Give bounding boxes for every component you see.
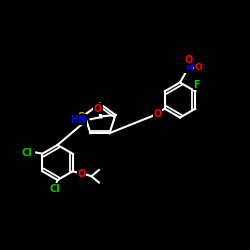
Text: O: O	[195, 63, 202, 72]
Text: O: O	[153, 109, 162, 119]
Text: ⁻: ⁻	[200, 61, 205, 70]
Text: S: S	[77, 112, 84, 122]
Text: F: F	[193, 80, 200, 90]
Text: O: O	[184, 55, 193, 65]
Text: Cl: Cl	[22, 148, 32, 158]
Text: +: +	[188, 61, 194, 67]
Text: N: N	[185, 62, 193, 72]
Text: O: O	[94, 104, 102, 114]
Text: O: O	[77, 169, 86, 179]
Text: HN: HN	[70, 115, 87, 125]
Text: Cl: Cl	[50, 184, 60, 194]
